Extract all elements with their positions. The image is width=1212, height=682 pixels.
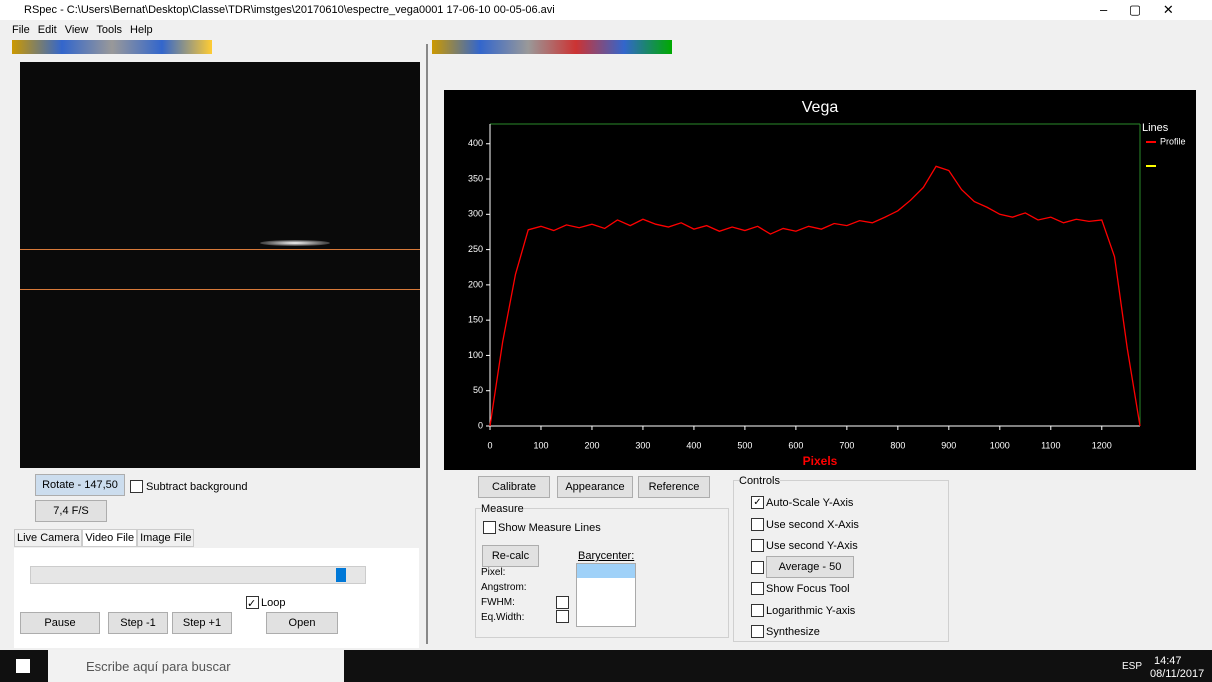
- title-bar: RSpec - C:\Users\Bernat\Desktop\Classe\T…: [0, 0, 1212, 20]
- screen: RSpec - C:\Users\Bernat\Desktop\Classe\T…: [0, 0, 1212, 682]
- left-toolbar[interactable]: [12, 40, 212, 54]
- menu-bar: File Edit View Tools Help: [12, 24, 161, 36]
- taskbar: Escribe aquí para buscar 14:47 08/11/201…: [0, 650, 1212, 682]
- field-label: Eq.Width:: [481, 612, 524, 623]
- checkbox-label: Show Focus Tool: [766, 583, 850, 595]
- y-tick-label: 0: [478, 420, 483, 430]
- checkbox-label: Use second Y-Axis: [766, 540, 858, 552]
- barycenter-box: [576, 563, 636, 627]
- button[interactable]: Calibrate: [478, 476, 550, 498]
- search-text: Escribe aquí para buscar: [86, 659, 231, 674]
- window-title: RSpec - C:\Users\Bernat\Desktop\Classe\T…: [24, 4, 555, 16]
- menu-item[interactable]: Tools: [96, 24, 122, 36]
- checkbox[interactable]: [483, 521, 496, 534]
- x-tick-label: 400: [686, 440, 701, 450]
- barycenter-label: Barycenter:: [578, 550, 634, 562]
- clock-date: 08/11/2017: [1150, 668, 1204, 680]
- checkbox-label: Synthesize: [766, 626, 820, 638]
- slider[interactable]: [30, 566, 366, 584]
- tab[interactable]: Image File: [137, 529, 194, 547]
- chart-panel: Vega Pixels Lines 0 50 100 150 200 250 300 350 4…: [444, 90, 1196, 470]
- button[interactable]: Pause: [20, 612, 100, 634]
- right-toolbar[interactable]: [432, 40, 672, 54]
- data-line: [490, 166, 1140, 426]
- field-label: Pixel:: [481, 567, 505, 578]
- checkbox[interactable]: [751, 625, 764, 638]
- button[interactable]: Step +1: [172, 612, 232, 634]
- button[interactable]: Open: [266, 612, 338, 634]
- x-tick-label: 1000: [990, 440, 1010, 450]
- checkbox[interactable]: [751, 561, 764, 574]
- x-tick-label: 300: [635, 440, 650, 450]
- legend-title: Lines: [1142, 122, 1169, 134]
- x-axis-label: Pixels: [803, 454, 838, 468]
- slider-thumb[interactable]: [336, 568, 346, 582]
- y-tick-label: 400: [468, 138, 483, 148]
- language[interactable]: ESP: [1122, 661, 1142, 672]
- checkbox[interactable]: [751, 604, 764, 617]
- y-tick-label: 50: [473, 385, 483, 395]
- chart-title: Vega: [802, 99, 839, 116]
- loop-checkbox[interactable]: ✓: [246, 596, 259, 609]
- tab[interactable]: Live Camera: [14, 529, 82, 547]
- x-tick-label: 800: [890, 440, 905, 450]
- loop-label: Loop: [261, 597, 285, 609]
- button[interactable]: Appearance: [557, 476, 633, 498]
- crop-line: [20, 289, 420, 290]
- checkbox[interactable]: [751, 539, 764, 552]
- clock-time: 14:47: [1154, 655, 1182, 667]
- button[interactable]: Step -1: [108, 612, 168, 634]
- x-tick-label: 700: [839, 440, 854, 450]
- x-tick-label: 200: [584, 440, 599, 450]
- checkbox-label: Show Measure Lines: [498, 522, 601, 534]
- splitter: [426, 44, 428, 644]
- x-tick-label: 600: [788, 440, 803, 450]
- tab[interactable]: Video File: [82, 529, 137, 547]
- checkbox[interactable]: [751, 582, 764, 595]
- checkbox[interactable]: [556, 596, 569, 609]
- checkbox[interactable]: [556, 610, 569, 623]
- y-tick-label: 200: [468, 279, 483, 289]
- checkbox-label: Auto-Scale Y-Axis: [766, 497, 853, 509]
- window-controls[interactable]: – ▢ ✕: [1100, 2, 1174, 18]
- menu-item[interactable]: View: [65, 24, 89, 36]
- checkbox[interactable]: [130, 480, 143, 493]
- checkbox[interactable]: [751, 518, 764, 531]
- recalc-button[interactable]: Re-calc: [482, 545, 539, 567]
- y-tick-label: 350: [468, 173, 483, 183]
- x-tick-label: 1100: [1041, 440, 1060, 450]
- y-tick-label: 250: [468, 244, 483, 254]
- x-tick-label: 0: [487, 440, 492, 450]
- rotate-button[interactable]: Rotate - 147,50: [35, 474, 125, 496]
- subtract-label: Subtract background: [146, 481, 248, 493]
- checkbox[interactable]: ✓: [751, 496, 764, 509]
- group-title: Measure: [481, 503, 524, 515]
- crop-line: [20, 249, 420, 250]
- y-tick-label: 100: [468, 350, 483, 360]
- y-tick-label: 300: [468, 209, 483, 219]
- x-tick-label: 100: [533, 440, 548, 450]
- fps-select[interactable]: 7,4 F/S: [35, 500, 107, 522]
- x-tick-label: 1200: [1092, 440, 1112, 450]
- x-tick-label: 900: [941, 440, 956, 450]
- checkbox-label: Use second X-Axis: [766, 519, 859, 531]
- legend-label: Profile: [1160, 136, 1186, 146]
- field-label: FWHM:: [481, 597, 515, 608]
- field-label: Angstrom:: [481, 582, 527, 593]
- button[interactable]: Reference: [638, 476, 710, 498]
- checkbox-label: Logarithmic Y-axis: [766, 605, 855, 617]
- star-spectrum: [260, 240, 330, 246]
- search-box[interactable]: Escribe aquí para buscar: [48, 650, 344, 682]
- start-button[interactable]: [16, 659, 30, 673]
- video-view: [20, 62, 420, 468]
- chart: Vega Pixels Lines 0 50 100 150 200 250 300 350 4…: [444, 90, 1196, 470]
- group-title: Controls: [739, 475, 780, 487]
- menu-item[interactable]: Edit: [38, 24, 57, 36]
- menu-item[interactable]: File: [12, 24, 30, 36]
- y-tick-label: 150: [468, 315, 483, 325]
- average-select[interactable]: Average - 50: [766, 556, 854, 578]
- x-tick-label: 500: [737, 440, 752, 450]
- menu-item[interactable]: Help: [130, 24, 153, 36]
